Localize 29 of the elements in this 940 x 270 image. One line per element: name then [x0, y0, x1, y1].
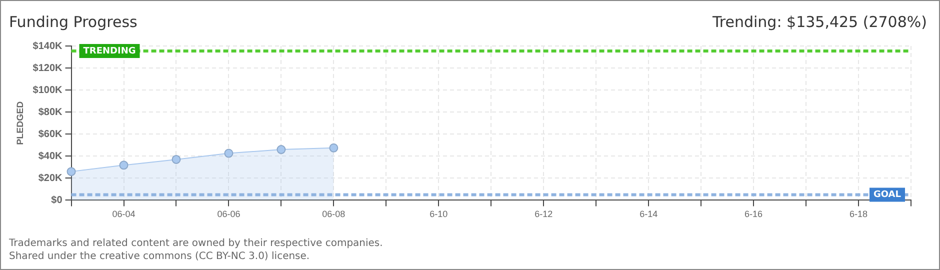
- y-tick-label: $0: [51, 194, 63, 206]
- chart-title: Funding Progress: [9, 13, 138, 31]
- y-tick-label: $100K: [32, 84, 64, 96]
- x-tick-label: 6-12: [534, 209, 553, 220]
- point: [224, 148, 234, 158]
- y-tick-label: $80K: [38, 106, 64, 118]
- x-tick-label: 6-10: [430, 209, 448, 220]
- text: Shared under the creative commons (CC BY-NC 3.0) license.: [9, 251, 310, 262]
- point: [66, 167, 76, 176]
- y-axis-title: PLEDGED: [14, 100, 25, 145]
- ref-line-label: GOAL: [874, 190, 902, 200]
- x-tick-label: 6-16: [744, 209, 763, 220]
- x-tick-label: 6-18: [850, 209, 868, 220]
- y-tick-label: $120K: [32, 62, 64, 74]
- y-tick-label: $60K: [38, 128, 64, 140]
- y-tick-label: $40K: [38, 150, 64, 162]
- text: Trademarks and related content are owned by their respective companies.: [9, 238, 383, 249]
- chart-subtitle: Trending: $135,425 (2708%): [712, 13, 927, 31]
- y-tick-label: $20K: [38, 172, 64, 184]
- point: [172, 154, 181, 164]
- ref-line-label: TRENDING: [83, 46, 136, 56]
- x-tick-label: 6-14: [640, 209, 658, 220]
- x-tick-label: 06-06: [217, 209, 240, 220]
- x-tick-label: 06-04: [112, 209, 136, 220]
- point: [329, 143, 338, 152]
- point: [119, 160, 128, 170]
- y-tick-label: $140K: [32, 40, 64, 52]
- x-tick-label: 06-08: [322, 209, 346, 220]
- point: [276, 145, 286, 154]
